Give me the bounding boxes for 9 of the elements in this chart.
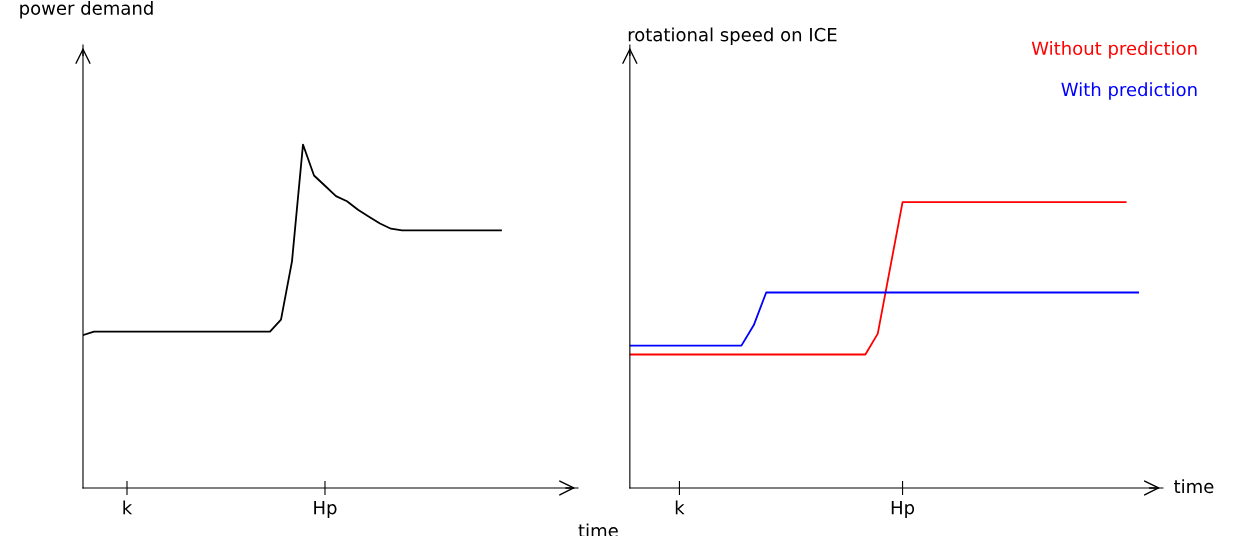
x-tick-label: k (123, 500, 133, 515)
y-axis-title: power demand (20, 0, 153, 19)
text: With prediction (1061, 82, 1197, 100)
x-tick-label: k (675, 500, 685, 515)
text: Without prediction (1031, 41, 1197, 59)
y-axis-title: rotational speed on ICE (628, 27, 837, 45)
x-tick-label: Hp (891, 501, 915, 518)
x-axis-title: time (1174, 479, 1214, 494)
x-tick-label: Hp (314, 501, 337, 518)
